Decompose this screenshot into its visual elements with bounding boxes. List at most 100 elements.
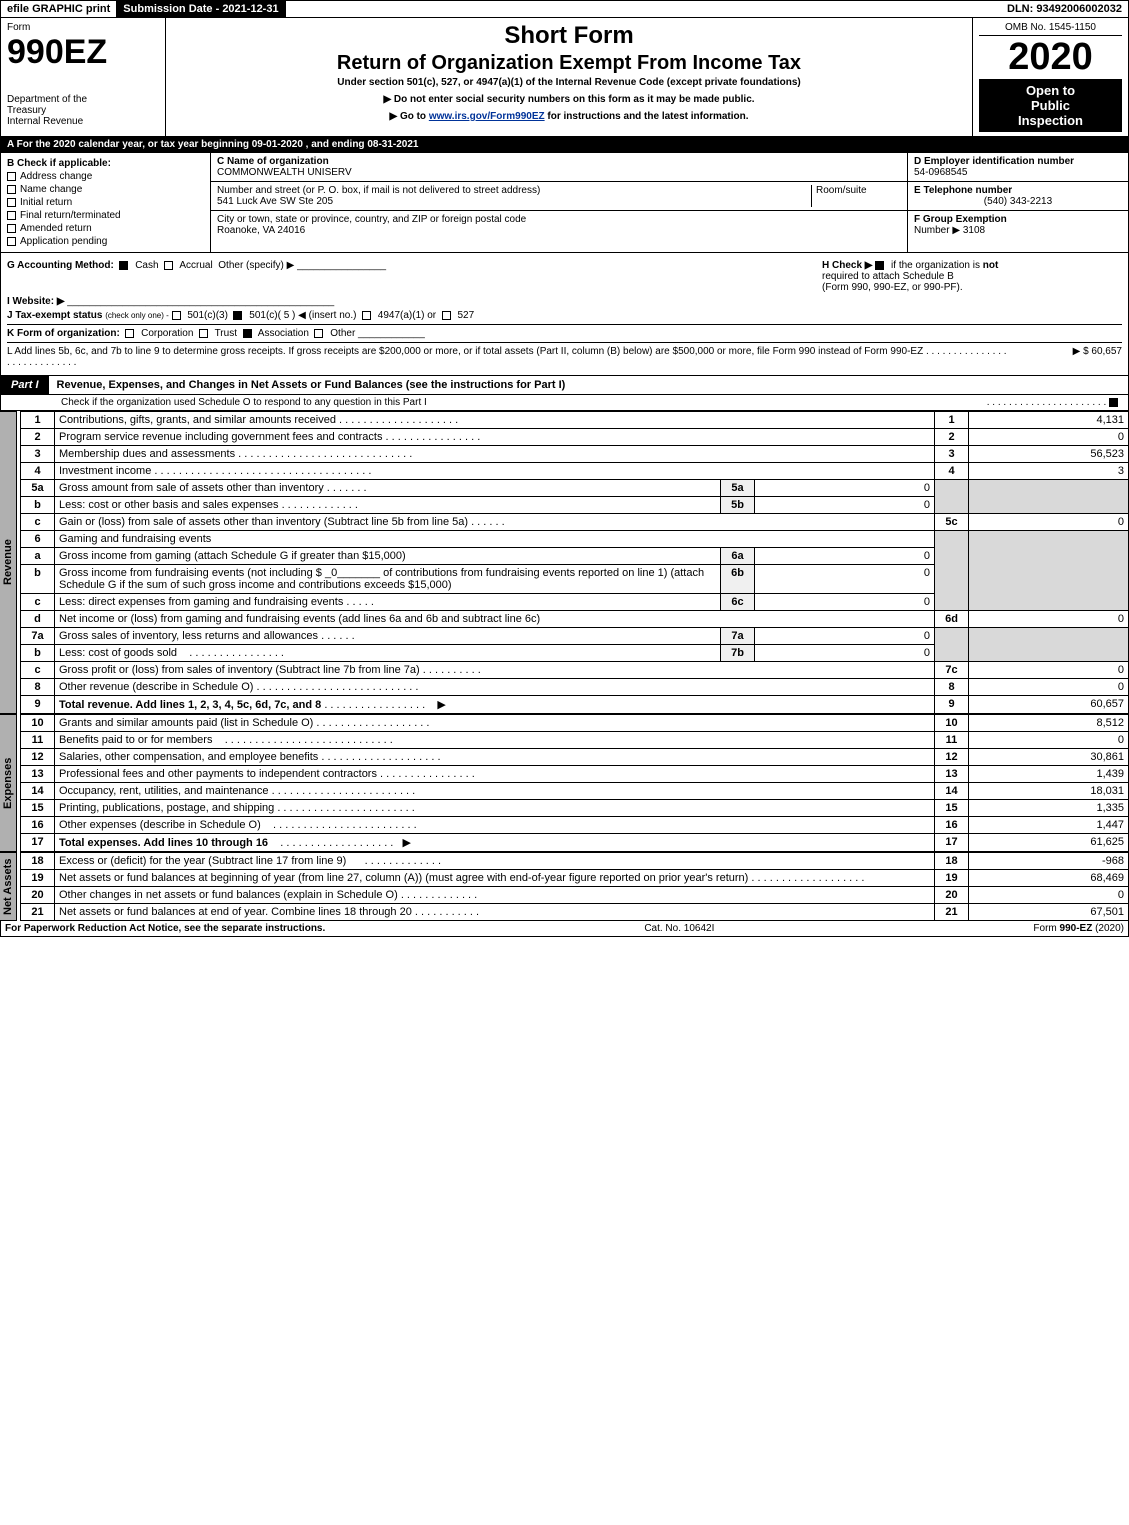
part-1-title: Revenue, Expenses, and Changes in Net As… [49, 376, 574, 394]
title-box: Short Form Return of Organization Exempt… [166, 18, 973, 136]
ein-value: 54-0968545 [914, 167, 1122, 178]
line-10: 10Grants and similar amounts paid (list … [21, 715, 1129, 732]
line-7a: 7aGross sales of inventory, less returns… [21, 628, 1129, 645]
chk-trust[interactable] [199, 329, 208, 338]
line-l-text: L Add lines 5b, 6c, and 7b to line 9 to … [7, 346, 1012, 368]
chk-address-change[interactable] [7, 172, 16, 181]
chk-501c[interactable] [233, 311, 242, 320]
opt-other-org: Other [330, 328, 355, 339]
opt-corporation: Corporation [141, 328, 193, 339]
vlabel-revenue: Revenue [0, 411, 17, 714]
opt-address-change: Address change [20, 171, 92, 182]
title-short-form: Short Form [172, 22, 966, 50]
chk-501c3[interactable] [172, 311, 181, 320]
open-line-2: Public [983, 98, 1118, 113]
revenue-table: 1Contributions, gifts, grants, and simil… [20, 411, 1129, 714]
label-c: C Name of organization [217, 156, 329, 167]
label-j: J Tax-exempt status [7, 310, 102, 321]
irs-link[interactable]: www.irs.gov/Form990EZ [429, 111, 545, 122]
open-line-1: Open to [983, 83, 1118, 98]
page-footer: For Paperwork Reduction Act Notice, see … [0, 921, 1129, 937]
expenses-section: Expenses 10Grants and similar amounts pa… [0, 714, 1129, 852]
chk-final-return[interactable] [7, 211, 16, 220]
opt-application-pending: Application pending [20, 236, 107, 247]
chk-name-change[interactable] [7, 185, 16, 194]
line-14: 14Occupancy, rent, utilities, and mainte… [21, 783, 1129, 800]
org-name: COMMONWEALTH UNISERV [217, 167, 901, 178]
h-text-2: required to attach Schedule B [822, 271, 954, 282]
opt-cash: Cash [135, 260, 158, 271]
opt-501c3: 501(c)(3) [187, 310, 228, 321]
chk-initial-return[interactable] [7, 198, 16, 207]
top-bar: efile GRAPHIC print Submission Date - 20… [0, 0, 1129, 18]
phone-value: (540) 343-2213 [914, 196, 1122, 207]
expenses-table: 10Grants and similar amounts paid (list … [20, 714, 1129, 852]
chk-527[interactable] [442, 311, 451, 320]
line-19: 19Net assets or fund balances at beginni… [21, 870, 1129, 887]
open-line-3: Inspection [983, 113, 1118, 128]
label-f-number: Number ▶ [914, 225, 960, 236]
label-f: F Group Exemption [914, 214, 1007, 225]
line-1: 1Contributions, gifts, grants, and simil… [21, 412, 1129, 429]
line-7c: cGross profit or (loss) from sales of in… [21, 662, 1129, 679]
line-2: 2Program service revenue including gover… [21, 429, 1129, 446]
goto-post: for instructions and the latest informat… [547, 111, 748, 122]
chk-amended-return[interactable] [7, 224, 16, 233]
line-6d: dNet income or (loss) from gaming and fu… [21, 611, 1129, 628]
line-5a: 5aGross amount from sale of assets other… [21, 480, 1129, 497]
chk-other-org[interactable] [314, 329, 323, 338]
line-15: 15Printing, publications, postage, and s… [21, 800, 1129, 817]
tax-year: 2020 [979, 36, 1122, 79]
label-h: H Check ▶ [822, 260, 872, 271]
title-return: Return of Organization Exempt From Incom… [172, 52, 966, 75]
vlabel-net-assets: Net Assets [0, 852, 17, 921]
vlabel-expenses: Expenses [0, 714, 17, 852]
opt-other-specify: Other (specify) ▶ [218, 260, 294, 271]
chk-4947[interactable] [362, 311, 371, 320]
box-c: C Name of organization COMMONWEALTH UNIS… [211, 153, 908, 252]
part-1-header: Part I Revenue, Expenses, and Changes in… [0, 376, 1129, 395]
box-def: D Employer identification number 54-0968… [908, 153, 1128, 252]
line-18: 18Excess or (deficit) for the year (Subt… [21, 853, 1129, 870]
line-l-value: ▶ $ 60,657 [1012, 346, 1122, 368]
chk-association[interactable] [243, 329, 252, 338]
label-address: Number and street (or P. O. box, if mail… [217, 185, 811, 196]
org-city: Roanoke, VA 24016 [217, 225, 901, 236]
opt-accrual: Accrual [179, 260, 212, 271]
revenue-section: Revenue 1Contributions, gifts, grants, a… [0, 411, 1129, 714]
form-header: Form 990EZ Department of the Treasury In… [0, 18, 1129, 137]
year-box: OMB No. 1545-1150 2020 Open to Public In… [973, 18, 1128, 136]
h-text-1: if the organization is [891, 260, 980, 271]
label-i: I Website: ▶ [7, 296, 65, 307]
dept-line-1: Department of the [7, 94, 159, 105]
open-public-box: Open to Public Inspection [979, 79, 1122, 132]
form-number-box: Form 990EZ Department of the Treasury In… [1, 18, 166, 136]
part-1-label: Part I [1, 376, 49, 394]
chk-application-pending[interactable] [7, 237, 16, 246]
label-e: E Telephone number [914, 185, 1012, 196]
line-3: 3Membership dues and assessments . . . .… [21, 446, 1129, 463]
label-g: G Accounting Method: [7, 260, 114, 271]
h-not: not [983, 260, 999, 271]
line-12: 12Salaries, other compensation, and empl… [21, 749, 1129, 766]
line-9: 9Total revenue. Add lines 1, 2, 3, 4, 5c… [21, 696, 1129, 714]
dept-line-3: Internal Revenue [7, 116, 159, 127]
footer-mid: Cat. No. 10642I [644, 923, 714, 934]
chk-cash[interactable] [119, 261, 128, 270]
chk-accrual[interactable] [164, 261, 173, 270]
chk-schedule-o[interactable] [1109, 398, 1118, 407]
opt-trust: Trust [215, 328, 237, 339]
opt-527: 527 [457, 310, 474, 321]
org-info-grid: B Check if applicable: Address change Na… [0, 153, 1129, 253]
warning-ssn: ▶ Do not enter social security numbers o… [172, 94, 966, 105]
opt-association: Association [258, 328, 309, 339]
row-a-tax-year: A For the 2020 calendar year, or tax yea… [0, 137, 1129, 153]
net-assets-table: 18Excess or (deficit) for the year (Subt… [20, 852, 1129, 921]
opt-initial-return: Initial return [20, 197, 72, 208]
line-21: 21Net assets or fund balances at end of … [21, 904, 1129, 921]
submission-date-button[interactable]: Submission Date - 2021-12-31 [117, 1, 285, 17]
box-b: B Check if applicable: Address change Na… [1, 153, 211, 252]
chk-corporation[interactable] [125, 329, 134, 338]
chk-h[interactable] [875, 261, 884, 270]
opt-final-return: Final return/terminated [20, 210, 121, 221]
